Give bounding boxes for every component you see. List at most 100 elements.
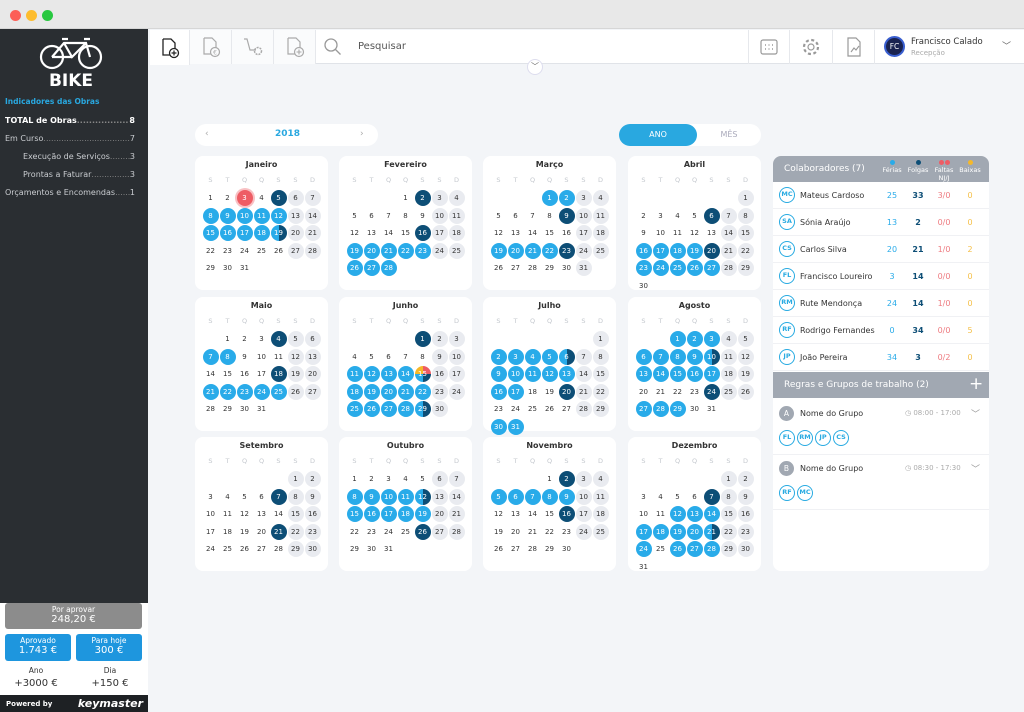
calendar-day[interactable]: 12 [414, 488, 431, 505]
calendar-day[interactable]: 6 [304, 331, 321, 347]
calendar-day[interactable]: 23 [562, 527, 571, 536]
calendar-day[interactable]: 29 [206, 264, 215, 272]
calendar-day[interactable]: 13 [431, 488, 448, 505]
calendar-day[interactable]: 27 [511, 545, 520, 553]
calendar-day[interactable]: 30 [690, 405, 699, 413]
indicator-item[interactable]: Em Curso 7 [5, 134, 135, 143]
calendar-day[interactable]: 29 [737, 260, 754, 276]
calendar-day[interactable]: 10 [703, 348, 720, 365]
calendar-day[interactable]: 17 [507, 383, 524, 400]
calendar-day[interactable]: 22 [545, 527, 554, 536]
calendar-day[interactable]: 17 [380, 506, 397, 522]
calendar-day[interactable]: 15 [346, 506, 363, 522]
calendar-day[interactable]: 20 [558, 383, 575, 400]
member-avatar[interactable]: CS [833, 430, 849, 446]
calendar-day[interactable]: 3 [431, 190, 448, 206]
calendar-day[interactable]: 11 [448, 207, 465, 224]
calendar-day[interactable]: 4 [225, 492, 230, 501]
calendar-day[interactable]: 6 [692, 492, 697, 501]
calendar-day[interactable]: 14 [304, 207, 321, 224]
calendar-day[interactable]: 5 [369, 352, 374, 361]
calendar-day[interactable]: 3 [703, 331, 720, 347]
calendar-day[interactable]: 18 [669, 242, 686, 259]
calendar-day[interactable]: 7 [448, 471, 465, 487]
calendar-day[interactable]: 5 [541, 348, 558, 365]
calendar-day[interactable]: 20 [511, 527, 520, 536]
calendar-day[interactable]: 28 [304, 242, 321, 259]
calendar-day[interactable]: 19 [363, 383, 380, 400]
calendar-day[interactable]: 3 [208, 492, 213, 501]
calendar-day[interactable]: 13 [304, 348, 321, 365]
member-avatar[interactable]: FL [779, 430, 795, 446]
calendar-day[interactable]: 10 [507, 366, 524, 382]
indicator-item[interactable]: Execução de Serviços 3 [23, 152, 135, 161]
calendar-day[interactable]: 19 [494, 527, 503, 536]
calendar-day[interactable]: 18 [346, 383, 363, 400]
minimize-window-button[interactable] [26, 10, 37, 21]
calendar-day[interactable]: 11 [592, 488, 609, 505]
calendar-day[interactable]: 30 [639, 281, 648, 290]
indicator-item[interactable]: Prontas a Faturar 3 [23, 170, 135, 179]
calendar-day[interactable]: 22 [397, 242, 414, 259]
calendar-day[interactable]: 30 [240, 405, 249, 413]
calendar-day[interactable]: 9 [304, 488, 321, 505]
calendar-day[interactable]: 13 [511, 229, 520, 237]
calendar-day[interactable]: 26 [274, 246, 283, 255]
calendar-day[interactable]: 1 [352, 475, 357, 483]
calendar-day[interactable]: 15 [223, 370, 232, 378]
collaborator-row[interactable]: SA Sónia Araújo 13 2 0/0 0 [773, 209, 989, 236]
calendar-day[interactable]: 2 [641, 211, 646, 220]
calendar-day[interactable]: 26 [363, 401, 380, 417]
calendar-day[interactable]: 19 [737, 366, 754, 382]
calendar-day[interactable]: 24 [431, 242, 448, 259]
calendar-day[interactable]: 25 [448, 242, 465, 259]
calendar-day[interactable]: 15 [669, 366, 686, 382]
calendar-day[interactable]: 7 [530, 211, 535, 220]
calendar-day[interactable]: 13 [380, 366, 397, 382]
calendar-day[interactable]: 26 [287, 383, 304, 400]
calendar-day[interactable]: 8 [541, 488, 558, 505]
calendar-day[interactable]: 5 [420, 475, 425, 483]
calendar-day[interactable]: 21 [720, 242, 737, 259]
calendar-day[interactable]: 20 [431, 506, 448, 522]
calendar-day[interactable]: 16 [558, 506, 575, 522]
para-hoje-card[interactable]: Para hoje 300 € [76, 634, 142, 661]
calendar-day[interactable]: 1 [225, 335, 230, 343]
calendar-day[interactable]: 24 [240, 246, 249, 255]
calendar-day[interactable]: 17 [257, 370, 266, 378]
calendar-day[interactable]: 5 [352, 211, 357, 220]
calendar-day[interactable]: 1 [737, 190, 754, 206]
calendar-day[interactable]: 6 [703, 207, 720, 224]
calendar-day[interactable]: 6 [259, 492, 264, 501]
calendar-day[interactable]: 10 [575, 207, 592, 224]
calendar-day[interactable]: 12 [270, 207, 287, 224]
calendar-day[interactable]: 15 [414, 366, 431, 382]
calendar-day[interactable]: 21 [448, 506, 465, 522]
calendar-day[interactable]: 27 [511, 264, 520, 272]
calendar-day[interactable]: 24 [253, 383, 270, 400]
calendar-day[interactable]: 12 [737, 348, 754, 365]
calendar-day[interactable]: 10 [431, 207, 448, 224]
calendar-day[interactable]: 11 [673, 229, 682, 237]
calendar-day[interactable]: 13 [367, 229, 376, 237]
calendar-day[interactable]: 6 [369, 211, 374, 220]
calendar-day[interactable]: 14 [206, 370, 215, 378]
calendar-day[interactable]: 14 [703, 506, 720, 522]
calendar-day[interactable]: 25 [401, 527, 410, 536]
chevron-down-icon[interactable]: ﹀ [971, 410, 981, 420]
calendar-day[interactable]: 26 [346, 260, 363, 276]
calendar-day[interactable]: 13 [635, 366, 652, 382]
calendar-day[interactable]: 29 [414, 401, 431, 417]
calendar-day[interactable]: 9 [558, 488, 575, 505]
calendar-day[interactable]: 29 [287, 541, 304, 557]
calendar-day[interactable]: 31 [240, 264, 249, 272]
calendar-day[interactable]: 27 [363, 260, 380, 276]
calendar-day[interactable]: 10 [656, 229, 665, 237]
calendar-day[interactable]: 4 [658, 492, 663, 501]
calendar-day[interactable]: 12 [494, 510, 503, 518]
calendar-day[interactable]: 30 [304, 541, 321, 557]
calendar-day[interactable]: 8 [720, 488, 737, 505]
calendar-day[interactable]: 15 [545, 229, 554, 237]
calendar-day[interactable]: 6 [507, 488, 524, 505]
chevron-down-icon[interactable]: ﹀ [971, 465, 981, 475]
